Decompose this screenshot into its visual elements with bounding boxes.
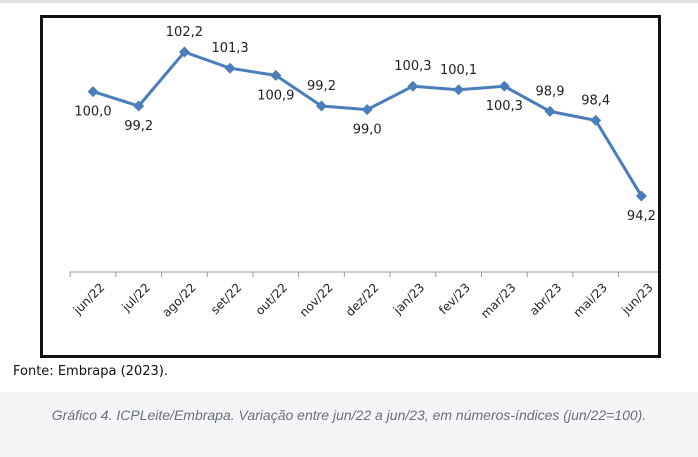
x-tick-label: set/22 xyxy=(208,280,245,317)
data-point-marker xyxy=(87,86,99,98)
data-label: 100,3 xyxy=(486,99,523,114)
x-tick-label: jul/22 xyxy=(119,280,153,314)
data-label: 100,0 xyxy=(74,105,111,120)
data-point-marker xyxy=(498,80,510,92)
data-point-marker xyxy=(133,100,145,112)
x-tick-label: jun/22 xyxy=(70,280,107,317)
x-tick-label: jun/23 xyxy=(618,280,655,317)
data-point-marker xyxy=(178,46,190,58)
data-label: 101,3 xyxy=(211,41,248,56)
data-label: 98,4 xyxy=(581,93,610,108)
data-label: 100,3 xyxy=(394,59,431,74)
data-point-marker xyxy=(270,69,282,81)
data-label: 98,9 xyxy=(536,84,565,99)
x-tick-label: fev/23 xyxy=(436,280,473,317)
x-tick-label: mar/23 xyxy=(478,280,519,321)
x-tick-label: nov/22 xyxy=(297,280,336,319)
data-label: 99,2 xyxy=(307,79,336,94)
data-point-marker xyxy=(635,190,647,202)
data-label: 102,2 xyxy=(166,25,203,40)
data-point-marker xyxy=(590,114,602,126)
data-point-marker xyxy=(361,104,373,116)
source-note: Fonte: Embrapa (2023). xyxy=(13,364,168,379)
data-label: 99,2 xyxy=(124,119,153,134)
data-point-marker xyxy=(453,84,465,96)
x-tick-label: ago/22 xyxy=(159,280,198,319)
data-label: 94,2 xyxy=(627,209,656,224)
data-point-marker xyxy=(544,105,556,117)
x-tick-label: abr/23 xyxy=(527,280,565,318)
line-chart: jun/22 jul/22 ago/22 set/22 out/22 nov/22 dez/… xyxy=(69,25,658,321)
data-point-marker xyxy=(407,80,419,92)
data-label: 100,1 xyxy=(440,63,477,78)
data-point-marker xyxy=(224,62,236,74)
x-tick-label: mai/23 xyxy=(571,280,610,319)
x-tick-label: out/22 xyxy=(253,280,290,317)
data-label: 100,9 xyxy=(257,88,294,103)
chart-frame: jun/22 jul/22 ago/22 set/22 out/22 nov/22 dez/… xyxy=(40,15,661,358)
figure-caption: Gráfico 4. ICPLeite/Embrapa. Variação en… xyxy=(51,407,647,423)
x-tick-label: jan/23 xyxy=(390,280,427,317)
x-tick-label: dez/22 xyxy=(343,280,382,319)
data-point-marker xyxy=(316,100,327,112)
data-label: 99,0 xyxy=(353,123,382,138)
